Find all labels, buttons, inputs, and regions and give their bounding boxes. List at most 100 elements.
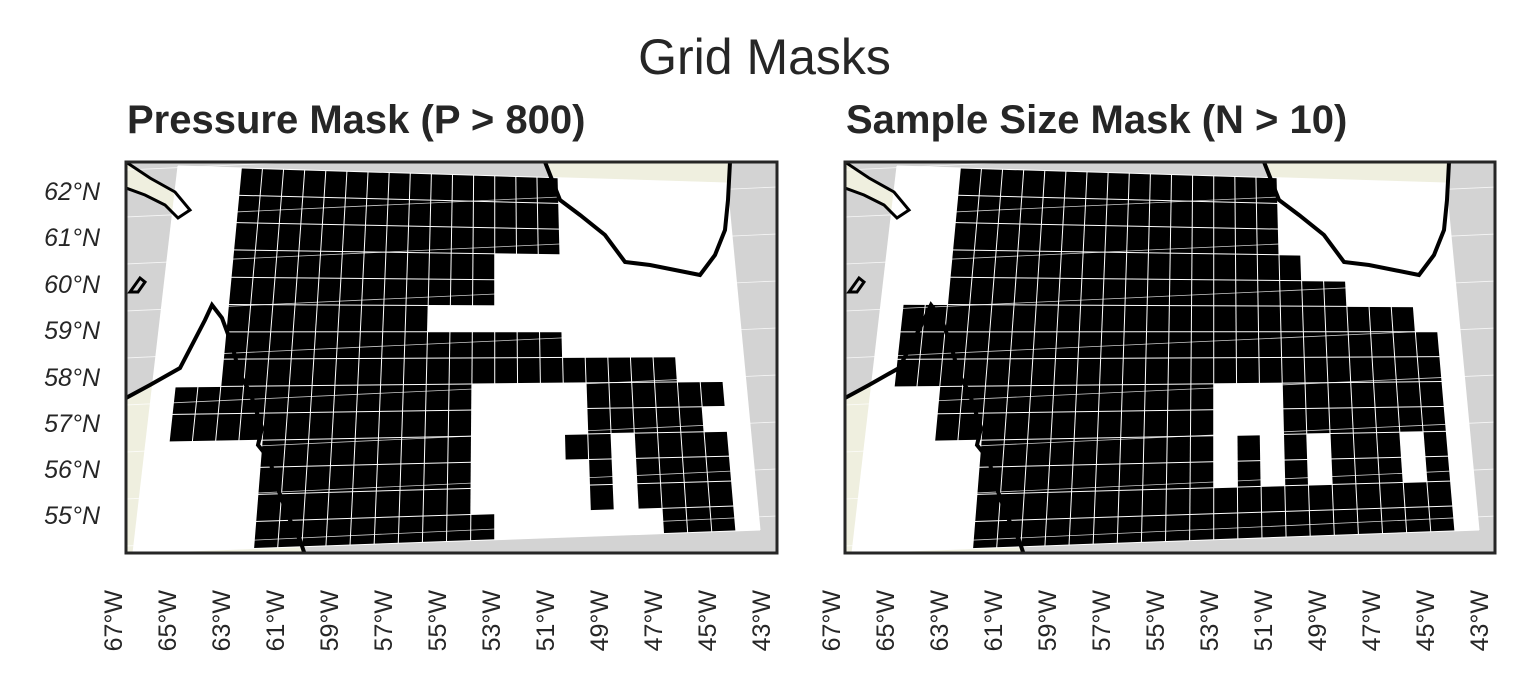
mask-cell [939,359,965,387]
mask-cell [1423,431,1449,457]
mask-cell [1097,411,1122,438]
mask-cell [264,385,290,414]
mask-cell [517,357,541,384]
mask-cell [1333,509,1359,536]
mask-cell [539,357,564,384]
mask-cell [1014,277,1038,305]
mask-cell [339,278,363,306]
mask-cell [355,411,380,439]
labrador-coastline [126,301,307,553]
mask-cell [1323,280,1347,307]
longitude-tick-label: 67°W [818,590,846,652]
mask-cell [660,482,686,509]
mask-cell [1258,305,1281,332]
mask-cell [336,331,361,359]
mask-cell [425,384,450,411]
mask-cell [430,200,453,227]
mask-cell [1369,306,1393,332]
mask-cell [270,304,296,332]
mask-cell [1301,280,1325,307]
mask-cell [586,382,610,409]
mask-cell [972,250,997,278]
longitude-tick-label: 61°W [262,590,290,652]
mask-cell [1106,199,1129,227]
mask-cell [1080,278,1104,306]
mask-cell [296,250,321,279]
mask-cell [962,358,988,387]
parallel-line [126,233,777,265]
mask-cell [494,357,518,384]
mask-cell [1325,331,1350,358]
mask-cell [1403,481,1429,508]
latitude-tick-label: 56°N [44,456,101,484]
figure-title: Grid Masks [638,29,891,85]
mask-cell [1104,225,1128,253]
mask-cell [1093,516,1119,545]
parallel-line [177,165,728,184]
mask-cell [315,304,340,332]
mask-cell [516,228,539,255]
mask-cell [255,223,280,251]
mask-cell [585,357,609,383]
mask-cell [1234,176,1257,203]
mask-cell [1282,408,1307,435]
mask-cell [1235,305,1259,332]
mask-cell [1370,331,1395,357]
mask-cell [1046,491,1072,520]
mask-cell [1071,464,1097,492]
mask-cell [470,513,495,541]
mask-cell [272,277,297,305]
mask-cell [449,331,473,358]
mask-cell [1326,357,1351,383]
parallel-line [174,193,730,209]
mask-cell [707,481,734,507]
mask-cell [1237,512,1262,539]
mask-cell [944,304,970,332]
parallel-line [132,529,761,553]
parallel-line [845,421,1495,453]
parallel-line [126,162,309,171]
mask-cell [446,514,471,542]
mask-cell [1059,251,1084,279]
longitude-tick-label: 45°W [694,590,722,652]
mask-cell [950,249,975,278]
mask-cell [1304,357,1328,383]
baffin-coastline [126,162,193,220]
mask-cell [1327,382,1352,409]
mask-cell [1165,488,1191,516]
mask-cell [1101,305,1125,332]
mask-cell [1261,511,1287,538]
mask-cell [1168,305,1192,332]
mask-cell [1169,279,1192,306]
mask-cell [952,222,977,251]
mask-cell [588,458,614,486]
mask-cell [277,223,301,251]
mask-cell [1353,432,1379,459]
mask-cell [1075,384,1100,412]
mask-cell [472,279,495,306]
longitude-tick-label: 53°W [1196,590,1224,652]
mask-cell [947,277,973,305]
parallel-line [884,276,1456,283]
mask-cell [1213,227,1236,255]
mask-cell [374,516,400,545]
parallel-line [126,186,777,218]
parallel-line [855,504,1477,526]
parallel-line [845,186,1495,218]
mask-cell [426,358,450,385]
mask-cell [388,172,411,200]
mask-cell [1055,331,1080,359]
mask-cell [1100,331,1125,359]
longitude-tick-label: 49°W [586,590,614,652]
parallel-line [890,220,1451,234]
mask-cell [586,408,612,434]
mask-cell [1190,409,1214,437]
mask-cell [979,439,1005,468]
mask-cell [472,331,495,358]
latitude-tick-label: 58°N [44,364,101,392]
mask-cell [365,198,389,226]
mask-cell [295,277,319,305]
mask-cell [1191,227,1214,254]
mask-cell [353,437,379,466]
